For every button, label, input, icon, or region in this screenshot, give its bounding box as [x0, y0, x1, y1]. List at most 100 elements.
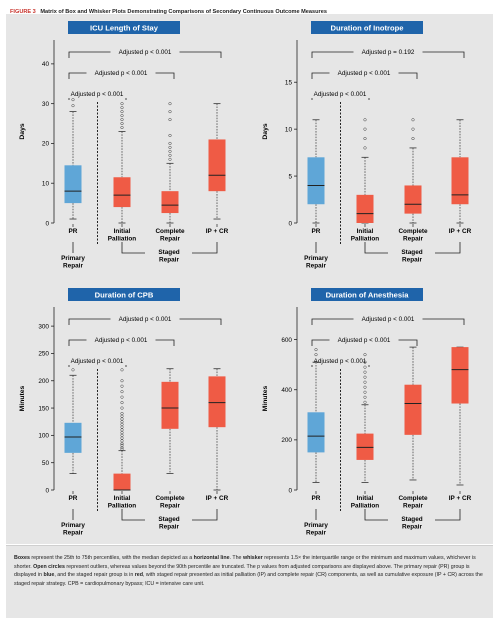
pvalue-label: Adjusted p < 0.001 — [95, 70, 148, 77]
x-tick-label: Palliation — [351, 236, 380, 243]
primary-bracket-label: Repair — [306, 263, 326, 270]
outlier-point — [120, 102, 124, 106]
pvalue-label-bg — [353, 314, 423, 323]
iqr-box — [404, 384, 422, 435]
y-tick-label: 10 — [285, 126, 293, 133]
x-tick-label: Repair — [160, 503, 180, 510]
chart-title: Duration of Inotrope — [331, 23, 404, 32]
caption-blue-term: blue — [43, 572, 55, 579]
outlier-point — [168, 149, 172, 153]
pvalue-label: Adjusted p < 0.001 — [95, 337, 148, 344]
figure-header: FIGURE 3 Matrix of Box and Whisker Plots… — [6, 6, 493, 20]
figure-label: FIGURE 3 Matrix of Box and Whisker Plots… — [10, 9, 327, 15]
outlier-point — [363, 370, 367, 374]
pvalue-label-bg — [305, 356, 375, 365]
iqr-box — [113, 473, 131, 490]
chart-title: Duration of CPB — [95, 290, 154, 299]
x-tick-label: Repair — [403, 503, 423, 510]
y-tick-label: 600 — [281, 337, 292, 344]
x-tick-label: Palliation — [108, 236, 137, 243]
outlier-point — [120, 110, 124, 114]
outlier-point — [120, 395, 124, 399]
outlier-point — [363, 118, 367, 122]
outlier-point — [120, 414, 124, 418]
y-tick-label: 250 — [38, 351, 49, 358]
outlier-point — [411, 118, 415, 122]
y-tick-label: 10 — [42, 181, 50, 188]
iqr-box — [161, 191, 179, 214]
iqr-box — [307, 412, 325, 453]
chart-title-bar — [68, 288, 180, 301]
staged-bracket-line — [364, 509, 461, 521]
y-tick-label: 40 — [42, 61, 50, 68]
outlier-point — [71, 104, 75, 108]
pvalue-label-bg — [110, 314, 180, 323]
pvalue-label: Adjusted p = 0.192 — [362, 49, 415, 56]
outlier-point — [363, 136, 367, 141]
y-tick-label: 300 — [38, 323, 49, 330]
outlier-point — [411, 127, 415, 131]
iqr-box — [64, 165, 82, 204]
pvalue-label-bg — [329, 335, 399, 344]
figure-caption: Boxes represent the 25th to 75th percent… — [14, 554, 485, 588]
outlier-point — [314, 353, 318, 357]
outlier-point — [120, 442, 124, 446]
chart-title: ICU Length of Stay — [90, 23, 159, 32]
y-tick-label: 5 — [288, 173, 292, 180]
y-tick-label: 150 — [38, 405, 49, 412]
x-tick-label: Complete — [155, 228, 185, 235]
outlier-point — [363, 360, 367, 364]
x-tick-label: Palliation — [108, 503, 137, 510]
y-tick-label: 0 — [45, 487, 49, 494]
y-axis-label: Minutes — [262, 385, 269, 411]
staged-bracket-label: Staged — [158, 516, 179, 523]
staged-bracket-label: Repair — [159, 524, 179, 531]
primary-bracket-label: Primary — [61, 522, 85, 529]
outlier-point — [363, 400, 367, 404]
outlier-point — [411, 136, 415, 141]
y-axis-label: Minutes — [19, 385, 26, 411]
x-tick-label: IP + CR — [206, 495, 229, 502]
figure-caption-box: Boxes represent the 25th to 75th percent… — [6, 545, 493, 618]
outlier-point — [120, 121, 124, 126]
outlier-point — [120, 106, 124, 110]
outlier-point — [120, 125, 124, 130]
outlier-point — [120, 401, 124, 405]
outlier-point — [168, 118, 172, 122]
chart-icu-length-of-stay: ICU Length of Stay 0 10 20 30 40 Days Adjusted … — [19, 21, 229, 270]
outlier-point — [363, 385, 367, 389]
outlier-point — [120, 118, 124, 122]
pvalue-label-bg — [86, 68, 156, 77]
x-tick-label: Complete — [398, 228, 428, 235]
outlier-point — [363, 353, 367, 357]
staged-bracket-label: Repair — [159, 257, 179, 264]
y-tick-label: 15 — [285, 80, 293, 87]
x-tick-label: Initial — [114, 495, 131, 502]
chart-duration-of-inotrope: Duration of Inotrope 0 5 10 15 Days Adjusted p… — [262, 21, 472, 270]
caption-boxes-term: Boxes — [14, 555, 30, 561]
outlier-point — [120, 420, 124, 424]
figure-title: Matrix of Box and Whisker Plots Demonstr… — [40, 9, 327, 15]
caption-end-text: , with staged repair presented as initia… — [14, 572, 483, 587]
y-tick-label: 0 — [45, 220, 49, 227]
pvalue-label: Adjusted p < 0.001 — [362, 316, 415, 323]
pvalue-label: Adjusted p < 0.001 — [71, 91, 124, 98]
caption-whisker-lead: . The — [229, 555, 243, 561]
primary-bracket-label: Primary — [304, 522, 328, 529]
y-axis-label: Days — [19, 123, 26, 139]
x-tick-label: PR — [69, 228, 78, 235]
chart-title-bar — [311, 21, 423, 34]
caption-outlier-term: Open circles — [33, 563, 65, 570]
outlier-point — [363, 380, 367, 384]
pvalue-label: Adjusted p < 0.001 — [338, 70, 391, 77]
pvalue-label-bg — [62, 89, 132, 98]
iqr-box — [161, 381, 179, 429]
primary-bracket-label: Repair — [63, 530, 83, 537]
outlier-point — [120, 433, 124, 437]
y-tick-label: 0 — [288, 487, 292, 494]
caption-red-term: red — [134, 572, 143, 579]
outlier-point — [120, 425, 124, 429]
outlier-point — [168, 110, 172, 114]
x-tick-label: Complete — [398, 495, 428, 502]
